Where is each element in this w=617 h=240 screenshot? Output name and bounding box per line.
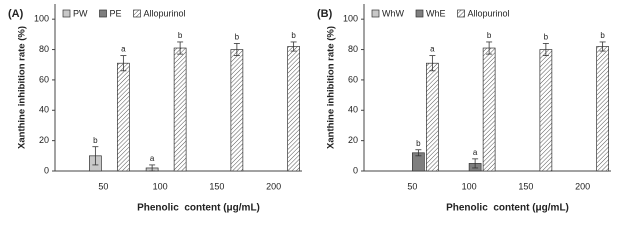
y-tick-label: 20 bbox=[39, 135, 49, 145]
y-tick-label: 100 bbox=[343, 14, 358, 24]
significance-letter: a bbox=[430, 45, 435, 54]
significance-letter: b bbox=[93, 136, 98, 145]
legend-swatch bbox=[415, 9, 424, 18]
legend-label: PW bbox=[73, 8, 88, 18]
x-axis-label: Phenolic content (μg/mL) bbox=[446, 203, 569, 214]
y-tick-label: 100 bbox=[34, 14, 49, 24]
x-axis-label: Phenolic content (μg/mL) bbox=[137, 203, 260, 214]
legend-swatch bbox=[62, 9, 71, 18]
y-tick-label: 40 bbox=[39, 105, 49, 115]
x-tick-label: 50 bbox=[407, 181, 417, 191]
significance-letter: b bbox=[235, 33, 240, 42]
y-tick-label: 60 bbox=[348, 74, 358, 84]
x-tick-label: 150 bbox=[209, 181, 224, 191]
significance-letter: a bbox=[473, 148, 478, 157]
bar bbox=[117, 62, 130, 172]
legend-swatch bbox=[457, 9, 465, 18]
figure: (A) Xanthine inhibition rate (%) Phenolic … bbox=[8, 4, 611, 214]
significance-letter: b bbox=[544, 33, 549, 42]
y-tick-label: 80 bbox=[348, 44, 358, 54]
bar bbox=[287, 46, 300, 172]
x-tick-label: 100 bbox=[153, 181, 168, 191]
legend-swatch bbox=[371, 9, 380, 18]
x-tick-label: 200 bbox=[575, 181, 590, 191]
significance-letter: b bbox=[487, 31, 492, 40]
significance-letter: b bbox=[291, 31, 296, 40]
bar bbox=[596, 46, 609, 172]
bar bbox=[426, 62, 439, 172]
bar bbox=[539, 49, 553, 172]
panel-label: (B) bbox=[317, 8, 333, 20]
y-axis-label: Xanthine inhibition rate (%) bbox=[326, 26, 337, 149]
y-tick-label: 0 bbox=[353, 165, 358, 175]
legend-label: WhW bbox=[382, 8, 405, 18]
significance-letter: b bbox=[600, 31, 605, 40]
x-tick-label: 50 bbox=[98, 181, 108, 191]
y-tick-label: 0 bbox=[44, 165, 49, 175]
x-tick-label: 100 bbox=[462, 181, 477, 191]
x-tick-label: 200 bbox=[266, 181, 281, 191]
legend-label: WhE bbox=[426, 8, 446, 18]
significance-letter: a bbox=[121, 45, 126, 54]
bar bbox=[230, 49, 244, 172]
significance-letter: b bbox=[416, 139, 421, 148]
y-tick-label: 80 bbox=[39, 44, 49, 54]
legend-label: Allopurinol bbox=[468, 8, 510, 18]
bar bbox=[482, 47, 496, 172]
y-axis-label: Xanthine inhibition rate (%) bbox=[17, 26, 28, 149]
significance-letter: b bbox=[178, 31, 183, 40]
legend-label: Allopurinol bbox=[144, 8, 186, 18]
bar bbox=[173, 47, 187, 172]
legend-swatch bbox=[133, 9, 141, 18]
legend-swatch bbox=[99, 9, 107, 18]
y-tick-label: 60 bbox=[39, 74, 49, 84]
y-tick-label: 20 bbox=[348, 135, 358, 145]
legend-label: PE bbox=[110, 8, 122, 18]
y-tick-label: 40 bbox=[348, 105, 358, 115]
panel-label: (A) bbox=[8, 8, 24, 20]
significance-letter: a bbox=[150, 154, 155, 163]
x-tick-label: 150 bbox=[518, 181, 533, 191]
